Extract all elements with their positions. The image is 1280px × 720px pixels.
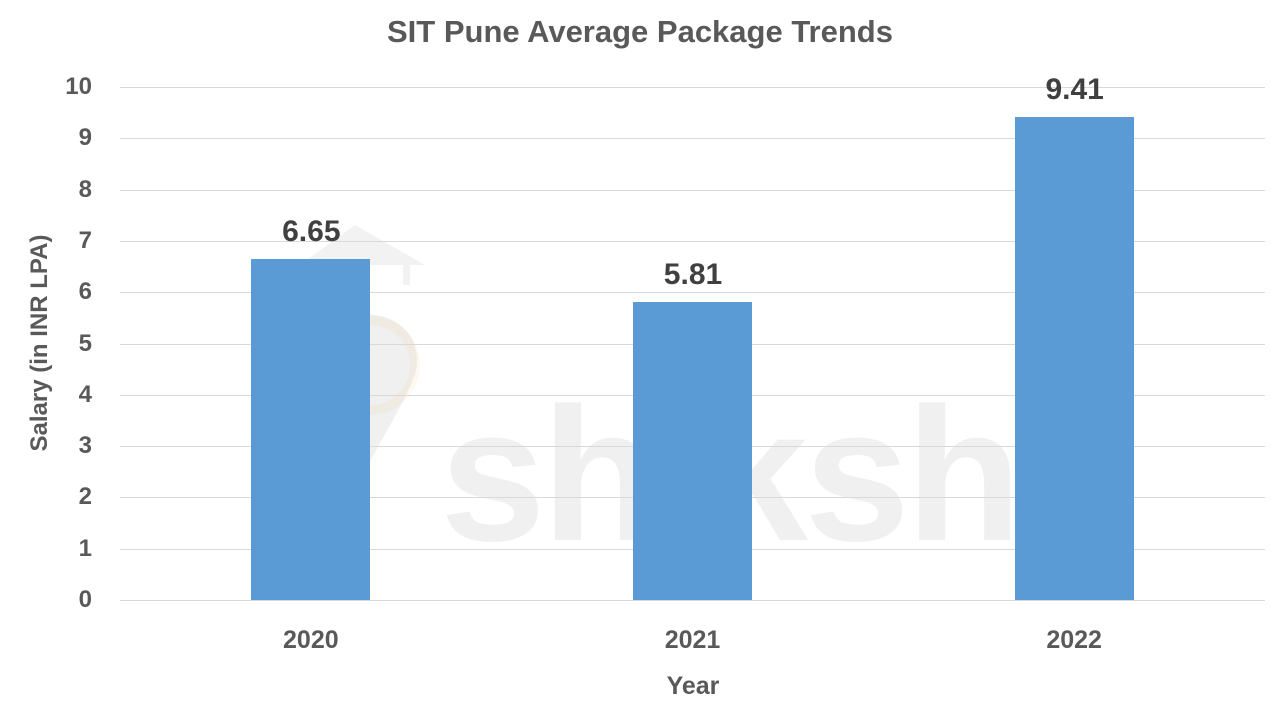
y-tick-label: 9 [78,124,92,152]
x-tick-label: 2022 [1046,626,1102,654]
x-tick-label: 2020 [283,626,339,654]
gridline [120,87,1265,88]
gridline [120,138,1265,140]
y-tick-label: 5 [78,329,92,357]
gridline [120,189,1265,191]
y-tick-label: 8 [78,175,92,203]
bar-2022 [1014,117,1134,600]
y-tick-label: 0 [78,586,92,613]
x-axis-label: Year [666,672,720,700]
y-tick-label: 3 [78,432,92,460]
gridline [120,292,1265,294]
y-tick-label: 4 [78,380,92,408]
chart-title: SIT Pune Average Package Trends [387,14,893,49]
y-tick-label: 2 [78,483,92,511]
data-label: 6.65 [282,214,341,248]
plot-area: 6.65 5.81 9.41 [120,73,1265,601]
gridline [120,600,1265,601]
y-tick-label: 10 [65,73,92,100]
gridline [120,240,1265,242]
bar-2020 [251,258,371,600]
x-tick-label: 2021 [664,626,721,654]
y-tick-label: 7 [78,226,92,254]
bar-2021 [633,301,752,600]
data-label: 5.81 [663,257,723,291]
y-tick-label: 6 [78,278,92,306]
data-label: 9.41 [1045,73,1104,107]
y-tick-label: 1 [78,534,92,562]
